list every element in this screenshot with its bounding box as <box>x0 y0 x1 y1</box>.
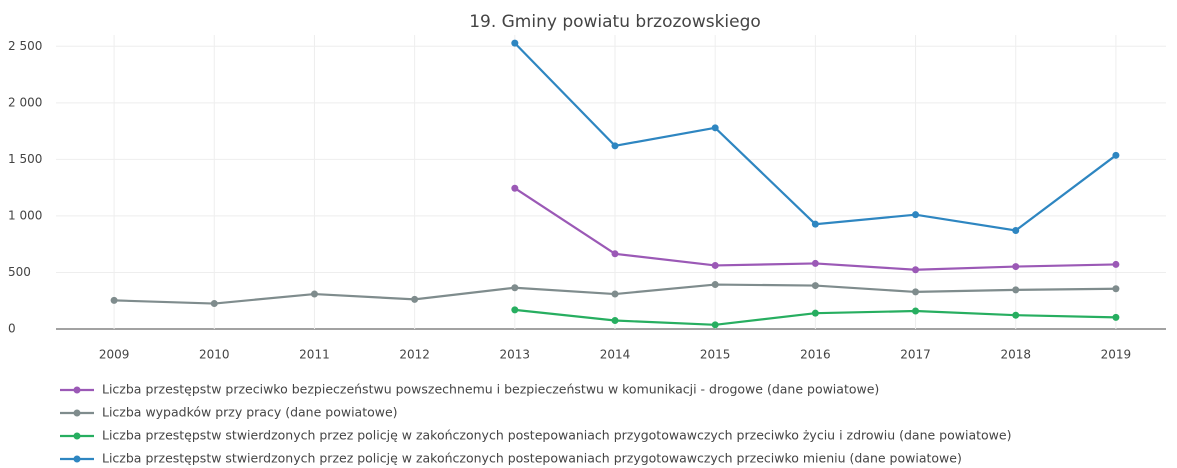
data-point <box>711 124 719 132</box>
data-point <box>912 307 920 315</box>
x-tick-label: 2012 <box>399 348 430 362</box>
data-point <box>1012 311 1020 319</box>
legend-label: Liczba przestępstw stwierdzonych przez p… <box>102 428 1011 443</box>
chart-title: 19. Gminy powiatu brzozowskiego <box>469 12 761 32</box>
x-tick-label: 2011 <box>299 348 330 362</box>
legend-swatch-dot <box>73 386 81 394</box>
legend-label: Liczba wypadków przy pracy (dane powiato… <box>102 405 398 420</box>
x-tick-label: 2019 <box>1101 348 1132 362</box>
data-point <box>1012 286 1020 294</box>
y-tick-label: 1 000 <box>8 208 42 222</box>
x-tick-label: 2014 <box>600 348 631 362</box>
y-tick-label: 2 500 <box>8 39 42 53</box>
data-point <box>912 288 920 296</box>
data-point <box>1012 263 1020 271</box>
x-tick-label: 2018 <box>1000 348 1031 362</box>
x-tick-label: 2013 <box>500 348 531 362</box>
data-point <box>611 317 619 325</box>
data-point <box>611 142 619 150</box>
data-point <box>1012 227 1020 235</box>
data-point <box>511 184 519 192</box>
data-point <box>110 296 118 304</box>
data-point <box>310 290 318 298</box>
data-point <box>611 250 619 258</box>
data-point <box>811 259 819 267</box>
x-tick-label: 2010 <box>199 348 230 362</box>
x-tick-label: 2016 <box>800 348 831 362</box>
legend-label: Liczba przestępstw stwierdzonych przez p… <box>102 451 962 466</box>
data-point <box>711 281 719 289</box>
x-tick-label: 2015 <box>700 348 731 362</box>
data-point <box>1112 260 1120 268</box>
data-point <box>811 220 819 228</box>
y-tick-label: 1 500 <box>8 152 42 166</box>
data-point <box>611 290 619 298</box>
y-tick-label: 2 000 <box>8 95 42 109</box>
data-point <box>511 39 519 47</box>
data-point <box>411 295 419 303</box>
data-point <box>811 309 819 317</box>
data-point <box>811 282 819 290</box>
data-point <box>912 211 920 219</box>
legend-label: Liczba przestępstw przeciwko bezpieczeńs… <box>102 382 879 397</box>
data-point <box>711 261 719 269</box>
x-tick-label: 2009 <box>99 348 130 362</box>
data-point <box>511 306 519 314</box>
legend-swatch-dot <box>73 432 81 440</box>
y-tick-label: 500 <box>8 265 31 279</box>
data-point <box>511 284 519 292</box>
legend-swatch-dot <box>73 409 81 417</box>
legend-swatch-dot <box>73 455 81 463</box>
data-point <box>912 266 920 274</box>
data-point <box>1112 151 1120 159</box>
data-point <box>1112 313 1120 321</box>
data-point <box>1112 285 1120 293</box>
y-tick-label: 0 <box>8 322 16 336</box>
data-point <box>711 321 719 329</box>
x-tick-label: 2017 <box>900 348 931 362</box>
data-point <box>210 300 218 308</box>
